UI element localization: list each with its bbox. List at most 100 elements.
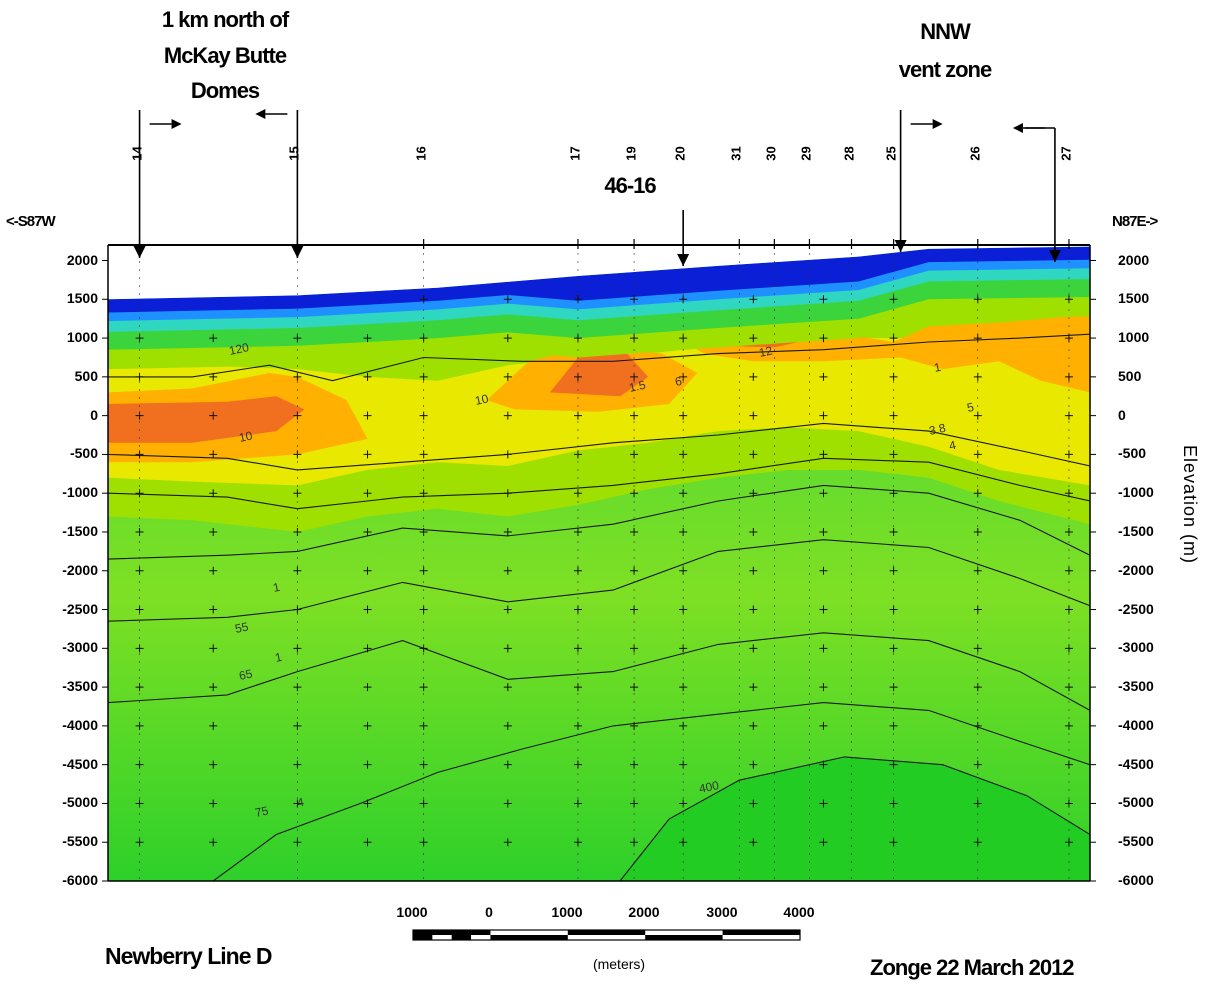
ytick-label-right: 1000: [1118, 329, 1150, 346]
contour-label: 6: [674, 374, 684, 389]
contour-line: [108, 632, 1090, 711]
scale-bar-segment: [645, 935, 723, 940]
grid-marker: [209, 644, 218, 653]
grid-marker: [363, 683, 372, 692]
direction-right: N87E->: [1112, 213, 1158, 230]
ytick-label-left: -4500: [62, 755, 98, 772]
annotation-nnw-line1: NNW: [920, 19, 971, 44]
grid-marker: [419, 838, 428, 847]
ytick-label-left: 1500: [66, 290, 98, 307]
grid-marker: [209, 334, 218, 343]
grid-marker: [973, 411, 982, 420]
grid-marker: [819, 838, 828, 847]
ytick-label-right: 0: [1118, 406, 1126, 423]
annotation-arrowhead: [133, 246, 146, 258]
grid-marker: [209, 411, 218, 420]
grid-marker: [573, 760, 582, 769]
scale-bar-segment: [490, 935, 568, 940]
grid-marker: [1064, 334, 1073, 343]
grid-marker: [503, 411, 512, 420]
scale-label-1000: 1000: [551, 904, 583, 920]
grid-marker: [503, 450, 512, 459]
contour-line: [619, 756, 1090, 881]
station-label: 30: [764, 146, 780, 161]
station-label: 27: [1058, 146, 1074, 161]
station-label: 17: [567, 146, 583, 161]
station-label: 14: [129, 146, 145, 161]
ytick-label-left: -3000: [62, 639, 98, 656]
annotation-side-arrowhead: [171, 119, 182, 129]
annotation-mckay-line1: 1 km north of: [161, 7, 289, 32]
grid-marker: [819, 372, 828, 381]
ytick-label-left: 2000: [66, 251, 98, 268]
grid-marker: [1064, 683, 1073, 692]
grid-marker: [363, 760, 372, 769]
grid-marker: [363, 527, 372, 536]
contour-label: 4: [948, 438, 958, 453]
grid-marker: [749, 644, 758, 653]
ytick-label-right: -1500: [1118, 522, 1154, 539]
grid-marker: [573, 411, 582, 420]
contour-line: [108, 457, 1090, 510]
ytick-label-right: -4500: [1118, 755, 1154, 772]
scale-bar-subsegment: [471, 930, 491, 935]
contour-label: 1: [272, 580, 282, 595]
grid-marker: [679, 411, 688, 420]
direction-left: <-S87W: [6, 213, 56, 230]
ytick-label-right: -3000: [1118, 639, 1154, 656]
ytick-label-left: -3500: [62, 678, 98, 695]
station-label: 20: [672, 146, 688, 161]
grid-marker: [1064, 411, 1073, 420]
grid-marker: [419, 683, 428, 692]
grid-marker: [889, 683, 898, 692]
grid-marker: [819, 721, 828, 730]
grid-marker: [973, 683, 982, 692]
contour-label: 75: [254, 803, 270, 820]
grid-marker: [293, 683, 302, 692]
grid-marker: [363, 721, 372, 730]
grid-marker: [293, 760, 302, 769]
annotation-side-arrowhead: [255, 109, 266, 119]
grid-marker: [749, 527, 758, 536]
credit-text: Zonge 22 March 2012: [870, 955, 1075, 980]
grid-marker: [749, 566, 758, 575]
grid-marker: [973, 838, 982, 847]
grid-marker: [209, 683, 218, 692]
annotation-arrowhead: [1048, 250, 1061, 262]
grid-marker: [1064, 760, 1073, 769]
scale-label-2000: 2000: [628, 904, 660, 920]
grid-marker: [819, 450, 828, 459]
annotation-mckay-line3: Domes: [190, 78, 260, 103]
grid-marker: [819, 527, 828, 536]
grid-marker: [679, 838, 688, 847]
grid-marker: [209, 527, 218, 536]
contour-label: 1.5: [628, 378, 648, 395]
scale-bar-subsegment: [451, 935, 472, 940]
grid-marker: [573, 838, 582, 847]
contour-label: 65: [238, 666, 254, 683]
scale-label-1000-left: 1000: [396, 904, 428, 920]
grid-marker: [209, 838, 218, 847]
grid-marker: [889, 411, 898, 420]
scale-bar-segment: [722, 930, 800, 935]
grid-marker: [293, 334, 302, 343]
grid-marker: [889, 334, 898, 343]
station-label: 15: [287, 146, 303, 161]
grid-marker: [973, 334, 982, 343]
grid-marker: [749, 411, 758, 420]
grid-marker: [503, 372, 512, 381]
grid-marker: [503, 295, 512, 304]
grid-marker: [363, 411, 372, 420]
contour-label: 400: [698, 778, 721, 796]
grid-marker: [209, 760, 218, 769]
annotation-nnw-line2: vent zone: [898, 57, 992, 82]
scale-label-3000: 3000: [706, 904, 738, 920]
grid-marker: [419, 334, 428, 343]
annotation-side-arrowhead: [932, 119, 943, 129]
grid-marker: [630, 838, 639, 847]
ytick-label-left: -1000: [62, 484, 98, 501]
grid-marker: [135, 838, 144, 847]
ytick-label-left: 1000: [66, 329, 98, 346]
ytick-label-right: 500: [1118, 367, 1142, 384]
